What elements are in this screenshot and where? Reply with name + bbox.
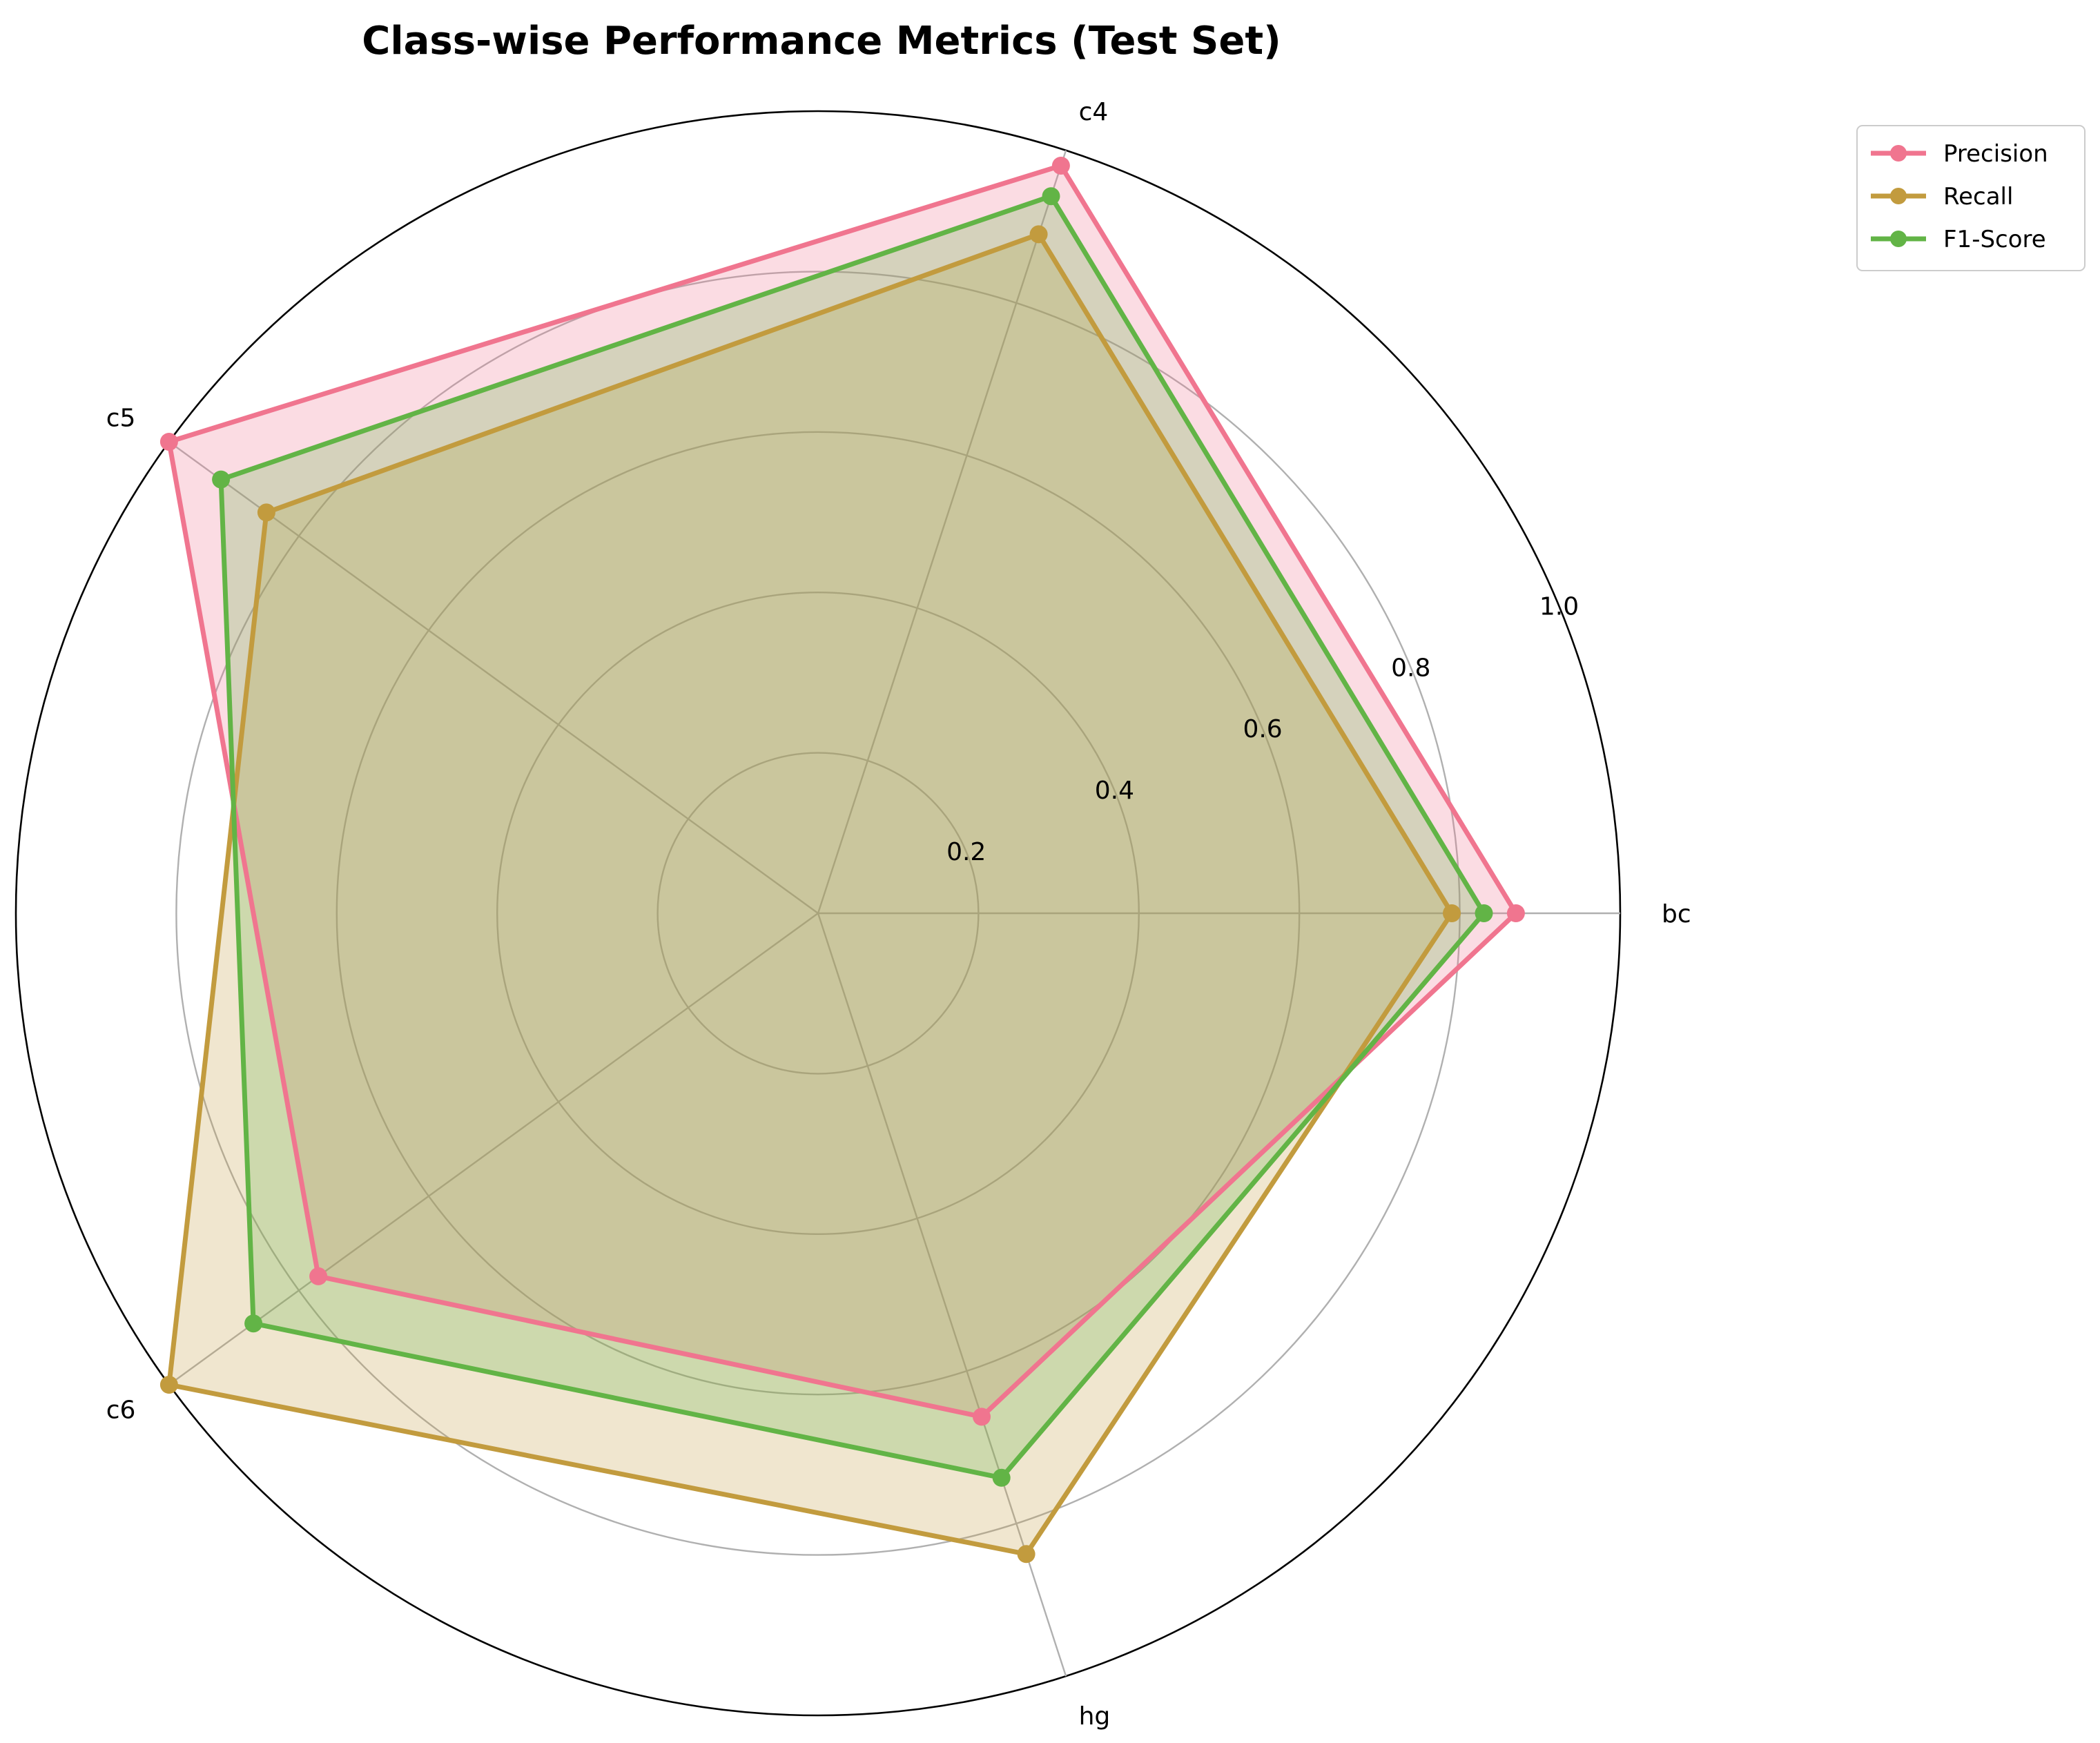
category-label-bc: bc xyxy=(1662,900,1691,928)
series-area-recall xyxy=(168,234,1452,1555)
point-f1-score-hg xyxy=(992,1468,1011,1487)
series-lines xyxy=(159,157,1525,1564)
point-precision-c6 xyxy=(309,1267,328,1285)
legend-label-precision: Precision xyxy=(1943,140,2048,168)
spoke-c4 xyxy=(817,150,1067,914)
point-precision-bc xyxy=(1506,904,1525,922)
radial-tick-label: 0.2 xyxy=(946,838,986,866)
series-fills xyxy=(168,166,1516,1555)
category-label-c6: c6 xyxy=(106,1396,136,1424)
legend-label-f1-score: F1-Score xyxy=(1943,226,2046,253)
series-line-precision xyxy=(166,163,1519,1419)
spoke-c5 xyxy=(168,441,819,914)
legend-swatch-marker-recall xyxy=(1890,188,1907,204)
spoke-c6 xyxy=(168,913,819,1385)
radial-tick-label: 0.4 xyxy=(1095,777,1134,805)
point-recall-c4 xyxy=(1029,225,1048,244)
radial-tick-label: 0.6 xyxy=(1243,715,1282,743)
point-f1-score-c6 xyxy=(244,1314,263,1333)
radial-tick-label: 1.0 xyxy=(1539,592,1579,621)
series-area-f1-score xyxy=(221,196,1484,1478)
point-f1-score-c4 xyxy=(1042,187,1060,206)
series-area-precision xyxy=(168,166,1516,1417)
point-recall-c5 xyxy=(257,503,275,522)
category-label-c5: c5 xyxy=(106,405,136,433)
point-f1-score-bc xyxy=(1475,904,1493,922)
point-precision-hg xyxy=(973,1408,991,1426)
series-line-f1-score xyxy=(218,193,1486,1481)
radial-tick-label: 0.8 xyxy=(1391,654,1430,682)
point-precision-c5 xyxy=(159,433,178,451)
series-line-recall xyxy=(166,231,1455,1557)
point-recall-hg xyxy=(1017,1545,1036,1564)
point-recall-bc xyxy=(1443,904,1461,922)
point-precision-c4 xyxy=(1051,157,1070,175)
legend-frame xyxy=(1856,125,2086,271)
category-label-c4: c4 xyxy=(1079,98,1109,126)
legend-label-recall: Recall xyxy=(1943,183,2013,211)
point-f1-score-c5 xyxy=(212,470,231,489)
chart-title: Class-wise Performance Metrics (Test Set… xyxy=(362,19,1281,64)
point-recall-c6 xyxy=(159,1376,178,1394)
legend: Precision Recall F1-Score xyxy=(1856,125,2086,271)
legend-swatch-marker-f1-score xyxy=(1890,231,1907,247)
category-label-hg: hg xyxy=(1079,1702,1111,1731)
legend-swatch-marker-precision xyxy=(1890,145,1907,162)
axis-labels: bc c4 c5 c6 hg 0.2 0.4 0.6 0.8 1.0 xyxy=(106,98,1691,1731)
